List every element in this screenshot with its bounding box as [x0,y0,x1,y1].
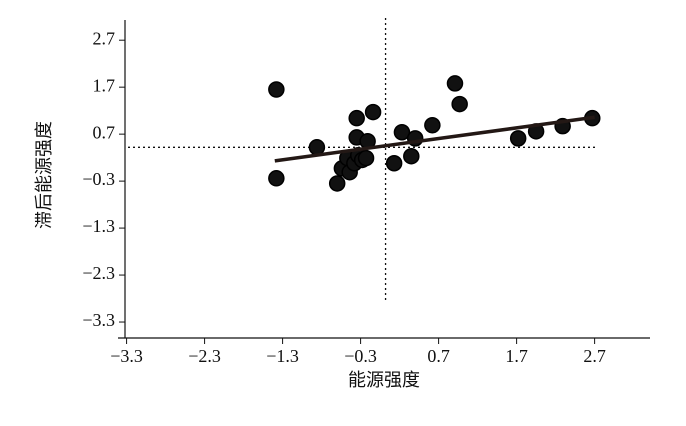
point [451,95,468,113]
point [509,130,527,147]
y-tick-label: 1.7 [93,75,116,95]
point [393,124,411,141]
y-tick-label: 2.7 [93,28,116,48]
x-tick-label: −0.3 [344,346,377,366]
point [348,109,365,127]
x-axis-label: 能源强度 [348,370,420,390]
point [268,170,285,187]
y-axis-label: 滞后能源强度 [34,121,54,229]
point [357,149,375,167]
point [403,147,420,165]
point [385,155,403,172]
y-tick-label: −1.3 [82,216,115,236]
fit-line [274,115,595,163]
point [268,81,285,98]
y-tick-label: −0.3 [82,169,115,189]
point [308,139,326,156]
point [328,175,346,192]
x-tick-label: −1.3 [266,346,299,366]
y-tick-label: −2.3 [82,263,115,283]
y-tick-label: 0.7 [93,122,116,142]
x-tick-label: 0.7 [427,346,450,366]
x-tick-label: −3.3 [110,346,143,366]
point [364,103,382,121]
y-tick-label: −3.3 [82,310,115,330]
x-tick-label: 1.7 [505,346,528,366]
point [424,116,441,134]
x-tick-label: 2.7 [583,346,606,366]
x-tick-label: −2.3 [188,346,221,366]
point [446,75,464,92]
